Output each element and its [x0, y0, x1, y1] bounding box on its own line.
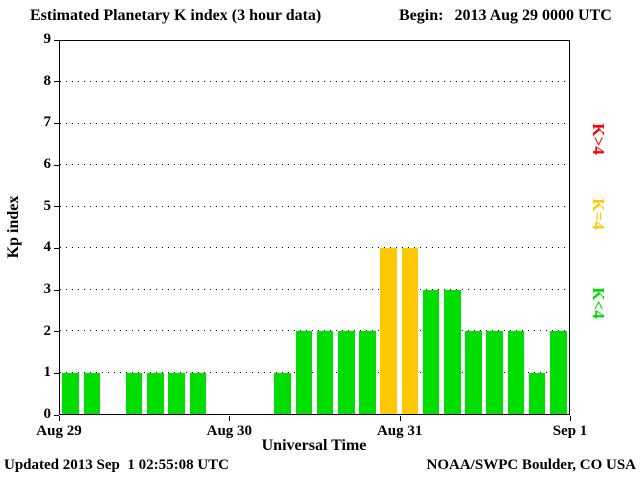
gridline — [60, 247, 569, 249]
updated-timestamp: Updated 2013 Sep 1 02:55:08 UTC — [4, 457, 230, 473]
kp-bar — [295, 331, 313, 414]
begin-value: 2013 Aug 29 0000 UTC — [454, 7, 612, 24]
kp-bar — [83, 372, 101, 414]
y-tick-label: 3 — [43, 281, 52, 297]
kp-bar — [189, 372, 207, 414]
kp-bar — [422, 289, 440, 414]
gridline — [60, 164, 569, 166]
kp-bar — [168, 372, 185, 414]
y-tick-label: 0 — [43, 406, 52, 422]
kp-bar — [380, 248, 397, 414]
gridline — [60, 205, 569, 207]
kp-bar — [507, 331, 525, 414]
y-tick-mark — [54, 414, 59, 416]
y-tick-label: 9 — [43, 31, 52, 47]
gridline — [60, 330, 569, 332]
x-axis-label: Universal Time — [261, 437, 367, 454]
source-attribution: NOAA/SWPC Boulder, CO USA — [426, 457, 636, 473]
y-tick-mark — [54, 331, 59, 333]
x-tick-label: Sep 1 — [552, 423, 588, 439]
y-tick-label: 2 — [43, 322, 52, 339]
x-tick-mark — [59, 416, 60, 421]
kp-bar — [62, 372, 79, 414]
kp-bar — [550, 331, 567, 414]
legend-entry: K=4 — [589, 198, 608, 231]
plot-area — [59, 40, 570, 415]
y-tick-mark — [54, 289, 59, 291]
y-tick-mark — [54, 206, 59, 208]
legend-entry: K>4 — [589, 123, 608, 156]
chart-title: Estimated Planetary K index (3 hour data… — [30, 7, 322, 24]
y-tick-label: 7 — [43, 114, 52, 131]
x-tick-mark — [229, 416, 231, 421]
legend-entry: K<4 — [589, 286, 608, 319]
bars-layer — [60, 41, 569, 414]
y-tick-mark — [54, 122, 59, 124]
begin-label: Begin: — [399, 7, 444, 24]
y-tick-label: 1 — [43, 364, 52, 381]
kp-bar — [444, 289, 461, 414]
kp-bar — [338, 331, 355, 414]
y-tick-mark — [54, 164, 59, 166]
kp-bar — [465, 331, 482, 414]
y-axis-label: Kp index — [5, 195, 22, 259]
gridline — [60, 288, 569, 290]
kp-bar — [274, 372, 291, 414]
kp-bar — [316, 331, 334, 414]
gridlines-layer — [60, 41, 569, 414]
kp-bar — [359, 331, 376, 414]
gridline — [60, 371, 569, 373]
kp-bar — [486, 331, 504, 414]
y-tick-label: 4 — [43, 239, 52, 256]
y-tick-label: 5 — [43, 197, 52, 214]
begin-time: Begin: 2013 Aug 29 0000 UTC — [399, 7, 612, 25]
x-tick-mark — [570, 416, 571, 421]
kp-bar — [147, 372, 164, 414]
y-tick-label: 8 — [43, 72, 52, 89]
gridline — [60, 122, 569, 124]
y-tick-mark — [54, 372, 59, 374]
y-tick-label: 6 — [43, 156, 52, 172]
y-tick-mark — [54, 247, 59, 249]
kp-bar — [401, 248, 419, 414]
kp-bar — [528, 372, 546, 414]
x-tick-mark — [399, 416, 401, 421]
gridline — [60, 81, 569, 83]
x-tick-label: Aug 29 — [36, 423, 82, 439]
x-tick-label: Aug 30 — [206, 423, 253, 439]
y-tick-mark — [54, 39, 59, 41]
kp-bar — [125, 372, 143, 414]
x-tick-label: Aug 31 — [376, 423, 423, 439]
y-tick-mark — [54, 81, 59, 83]
